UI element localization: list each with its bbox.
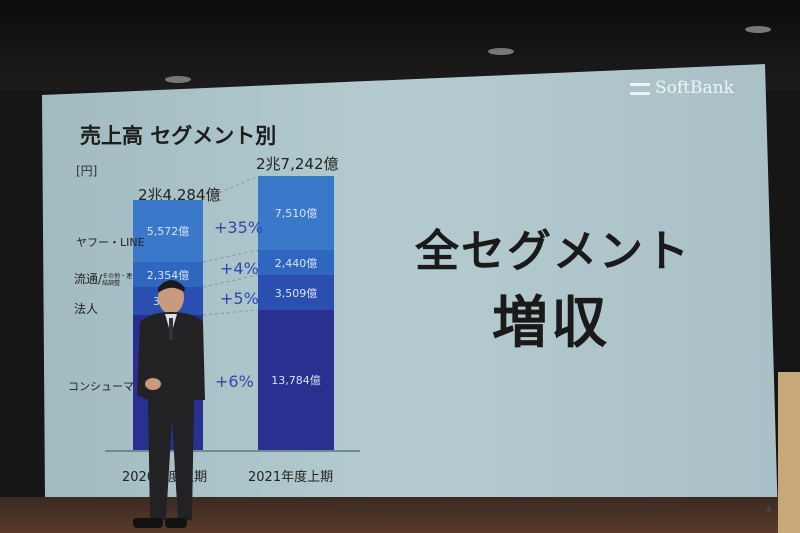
baseline (105, 450, 360, 452)
ryutsu-text: 流通 (74, 272, 99, 286)
bar-segment-ryutsu-2021: 2,440億 (258, 250, 334, 275)
speaker-shoe (165, 518, 187, 528)
value-label: 3,509億 (274, 286, 318, 300)
value-label: 2,354億 (146, 268, 190, 282)
change-ryutsu: +4% (220, 259, 259, 278)
bar-segment-yahoo-2021: 7,510億 (258, 176, 334, 250)
value-label: 3 (153, 294, 160, 308)
bar-segment-houjin-2021: 3,509億 (258, 275, 334, 310)
softbank-logo: SoftBank (630, 78, 734, 98)
unit-label: [円] (76, 164, 98, 178)
ceiling-light (745, 26, 771, 33)
segment-label-yahoo: ヤフー・LINE (76, 236, 145, 249)
headline-line1: 全セグメント (415, 226, 691, 277)
connector-line (202, 175, 259, 201)
category-label-2021: 2021年度上期 (248, 470, 334, 485)
value-label: 2,440億 (274, 256, 318, 270)
change-houjin: +5% (220, 289, 259, 308)
speaker-suit (137, 312, 205, 520)
ryutsu-sub-text: その他・連結調整 (102, 272, 133, 287)
speaker-hair (158, 280, 185, 293)
page-number: 4 (766, 505, 772, 514)
headline-line2: 増収 (492, 291, 610, 356)
ceiling-light (165, 76, 191, 83)
segment-label-consumer: コンシューマ (68, 380, 134, 393)
value-label: 7,510億 (274, 207, 318, 220)
brand-name: SoftBank (655, 78, 734, 98)
bar-2021: 7,510億 2,440億 3,509億 13,784億 (258, 176, 334, 450)
value-label: 5,572億 (146, 225, 190, 238)
total-2021: 2兆7,242億 (256, 155, 339, 173)
bar-segment-consumer-2021: 13,784億 (258, 310, 334, 450)
slide-title: 売上高 セグメント別 (80, 124, 277, 148)
change-consumer: +6% (215, 372, 254, 391)
speaker-shoe (133, 518, 163, 528)
speaker-hands (145, 378, 161, 390)
value-label: 13,784億 (271, 374, 321, 387)
ceiling-light (488, 48, 514, 55)
stage-floor (0, 497, 800, 533)
segment-label-houjin: 法人 (74, 302, 99, 316)
wood-panel (778, 372, 800, 533)
bar-segment-yahoo-2020: 5,572億 (133, 200, 203, 262)
change-yahoo: +35% (214, 218, 263, 237)
total-2020: 2兆4,284億 (138, 186, 221, 204)
speaker-tie (169, 318, 173, 340)
softbank-logo-icon (630, 82, 650, 95)
segment-label-ryutsu: 流通/その他・連結調整 (74, 272, 133, 287)
footnote: (注) 2021年度より、Zホールディングス株式会社を示すセグメント名称を「ヤフ… (340, 506, 687, 514)
